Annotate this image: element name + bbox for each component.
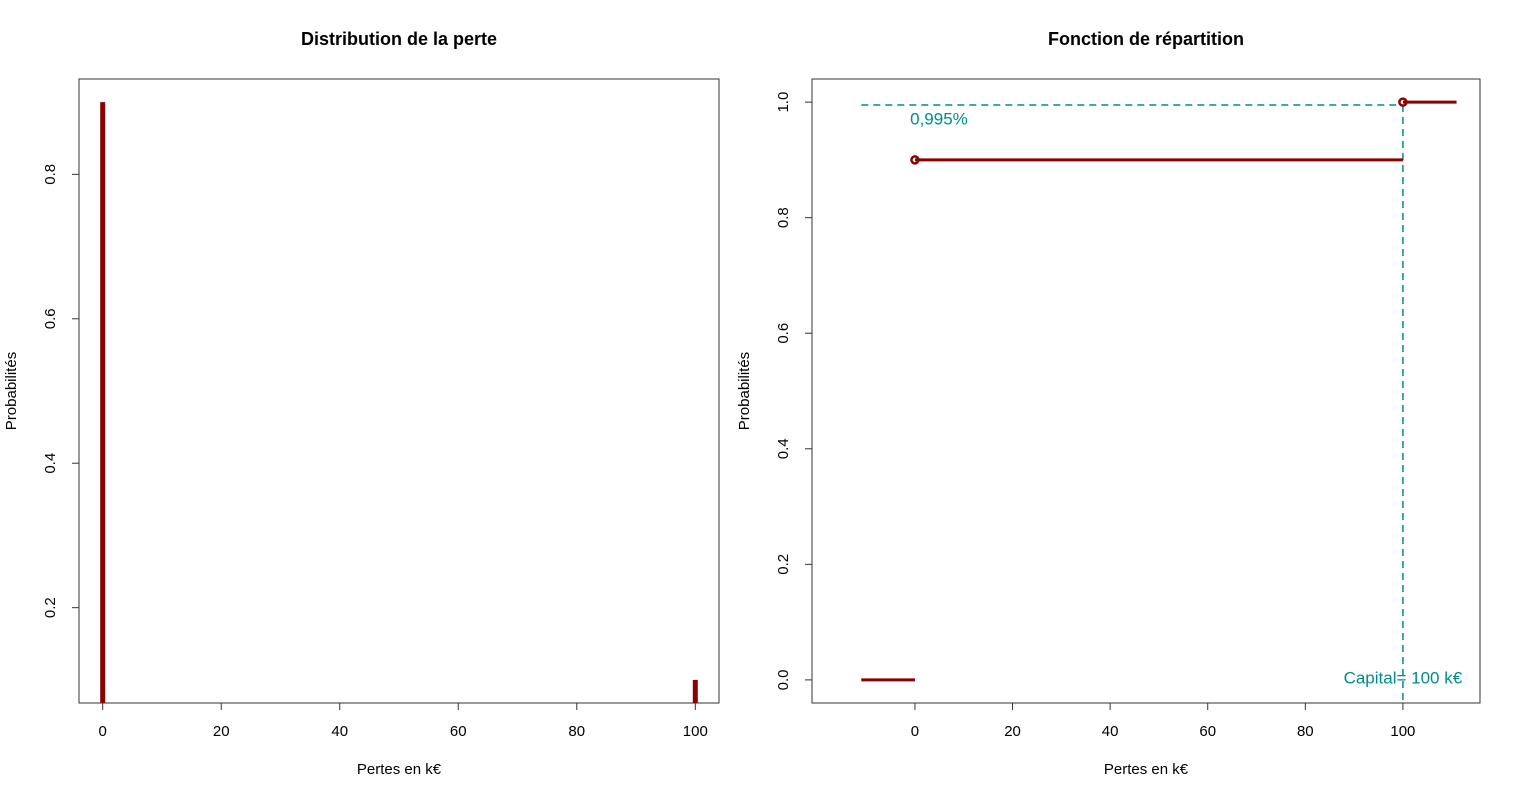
plot-frame bbox=[78, 78, 720, 704]
quantile-annotation: 0,995% bbox=[910, 109, 968, 128]
chart-title: Distribution de la perte bbox=[301, 29, 497, 49]
x-tick-label: 40 bbox=[331, 723, 348, 740]
y-tick-label: 0.4 bbox=[775, 438, 792, 459]
chart-title: Fonction de répartition bbox=[1048, 29, 1244, 49]
y-axis-label: Probabilités bbox=[736, 352, 753, 430]
capital-annotation: Capital= 100 k€ bbox=[1344, 668, 1463, 687]
x-tick-label: 80 bbox=[568, 723, 585, 740]
y-tick-label: 0.2 bbox=[775, 554, 792, 575]
y-tick-label: 0.6 bbox=[42, 308, 59, 329]
y-tick-label: 0.8 bbox=[775, 207, 792, 228]
jump-point bbox=[1398, 97, 1408, 107]
x-tick-label: 0 bbox=[911, 723, 919, 740]
x-tick-label: 100 bbox=[683, 723, 708, 740]
x-tick-label: 100 bbox=[1390, 723, 1415, 740]
x-tick-label: 60 bbox=[450, 723, 467, 740]
y-tick-label: 1.0 bbox=[775, 92, 792, 113]
x-tick-label: 0 bbox=[99, 723, 107, 740]
y-tick-label: 0.4 bbox=[42, 453, 59, 474]
x-axis-label: Pertes en k€ bbox=[1104, 761, 1189, 778]
y-tick-label: 0.2 bbox=[42, 597, 59, 618]
y-tick-label: 0.0 bbox=[775, 669, 792, 690]
y-tick-label: 0.6 bbox=[775, 323, 792, 344]
y-tick-label: 0.8 bbox=[42, 164, 59, 185]
x-tick-label: 40 bbox=[1102, 723, 1119, 740]
x-tick-label: 60 bbox=[1199, 723, 1216, 740]
x-tick-label: 80 bbox=[1297, 723, 1314, 740]
x-tick-label: 20 bbox=[1004, 723, 1021, 740]
plot-frame bbox=[811, 78, 1481, 704]
x-axis-label: Pertes en k€ bbox=[357, 761, 442, 778]
x-tick-label: 20 bbox=[213, 723, 230, 740]
y-axis-label: Probabilités bbox=[3, 352, 20, 430]
jump-point bbox=[910, 155, 920, 165]
